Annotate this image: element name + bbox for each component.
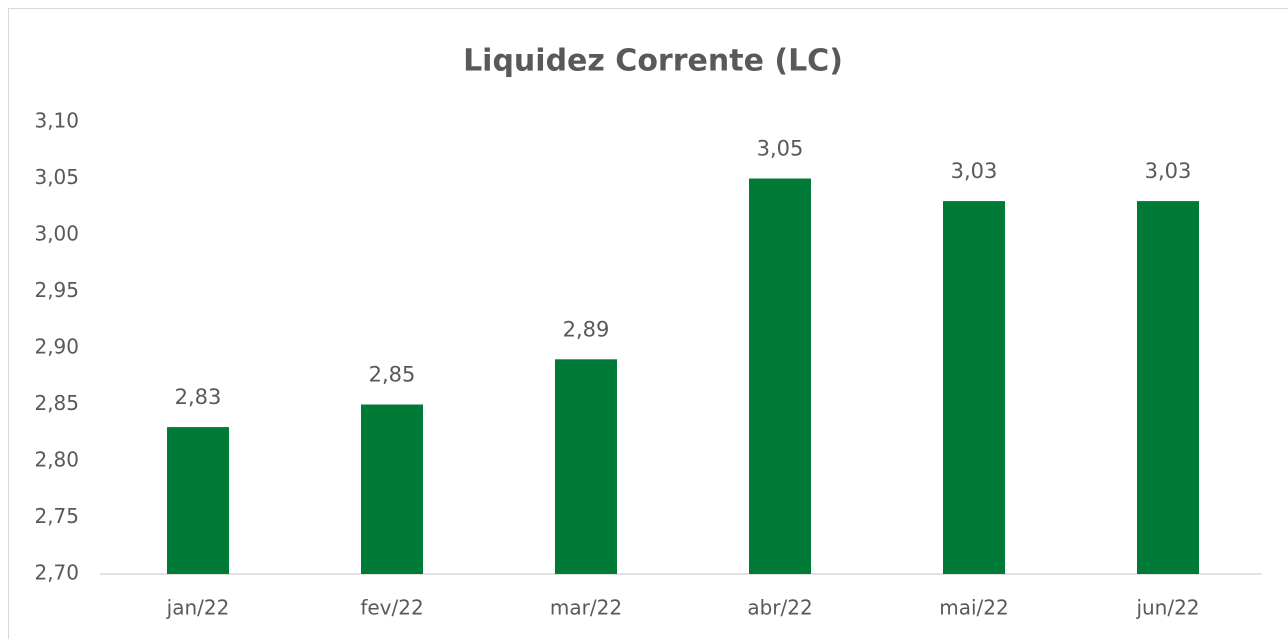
y-tick-label: 2,85 [34,391,79,415]
data-label: 2,89 [563,317,610,341]
y-tick-label: 2,95 [34,278,79,302]
data-label: 2,85 [369,363,416,387]
x-tick-label: jan/22 [166,596,230,620]
y-tick-label: 3,05 [34,165,79,189]
y-tick-label: 2,75 [34,504,79,528]
y-tick-label: 3,10 [34,109,79,133]
bar [361,404,423,574]
chart-title: Liquidez Corrente (LC) [463,44,843,79]
data-label: 3,05 [757,137,804,161]
bar [943,201,1005,574]
x-tick-label: jun/22 [1135,596,1199,620]
bar [1137,201,1199,574]
y-tick-label: 2,70 [34,561,79,585]
x-tick-label: mar/22 [550,596,622,620]
y-tick-label: 3,00 [34,222,79,246]
data-label: 2,83 [175,385,222,409]
y-tick-label: 2,90 [34,335,79,359]
x-tick-label: abr/22 [747,596,812,620]
bar [749,178,811,574]
data-label: 3,03 [951,159,998,183]
x-tick-label: fev/22 [360,596,423,620]
data-label: 3,03 [1145,159,1192,183]
y-tick-label: 2,80 [34,448,79,472]
x-tick-label: mai/22 [939,596,1008,620]
bar [555,359,617,574]
bar [167,427,229,574]
